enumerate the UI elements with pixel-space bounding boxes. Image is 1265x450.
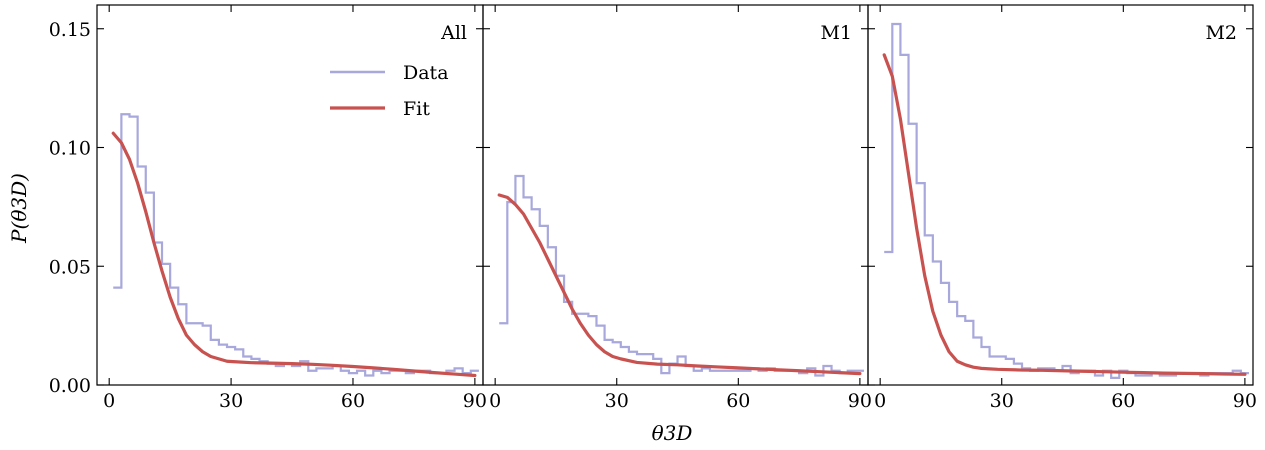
panel-label: All bbox=[440, 22, 467, 44]
panel-label: M1 bbox=[820, 22, 852, 44]
fit-curve bbox=[497, 193, 862, 376]
x-tick-label: 60 bbox=[1111, 390, 1135, 412]
legend-fit-label: Fit bbox=[403, 98, 430, 120]
panel-frame bbox=[867, 4, 1254, 386]
panel-label: M2 bbox=[1205, 22, 1237, 44]
x-tick-label: 0 bbox=[874, 390, 886, 412]
legend: Data Fit bbox=[330, 62, 449, 120]
panel-m2: 0 30 60 90 M2 bbox=[867, 4, 1257, 412]
x-tick-label: 60 bbox=[726, 390, 750, 412]
panel-frame bbox=[482, 4, 869, 386]
x-axis-label: θ3D bbox=[652, 421, 693, 445]
x-tick-label: 30 bbox=[990, 390, 1014, 412]
data-histogram bbox=[113, 113, 479, 377]
panel-m1: 0 30 60 90 M1 bbox=[482, 4, 872, 412]
x-tick-label: 60 bbox=[341, 390, 365, 412]
x-tick-label: 90 bbox=[463, 390, 487, 412]
panels: 0 30 60 90 0.00 0.05 0.10 0.15 All 0 30 60 90 M1 0 30 60… bbox=[49, 4, 1257, 412]
x-tick-label: 30 bbox=[219, 390, 243, 412]
fit-curve bbox=[882, 53, 1247, 376]
y-axis-label: P(θ3D) bbox=[7, 173, 31, 244]
x-tick-label: 0 bbox=[103, 390, 115, 412]
y-tick-label: 0.05 bbox=[49, 256, 91, 278]
x-tick-label: 30 bbox=[605, 390, 629, 412]
x-tick-label: 90 bbox=[1233, 390, 1257, 412]
y-tick-label: 0.15 bbox=[49, 19, 91, 41]
fit-curve bbox=[111, 131, 477, 378]
y-tick-label: 0.10 bbox=[49, 138, 91, 160]
panel-all: 0 30 60 90 0.00 0.05 0.10 0.15 All bbox=[49, 4, 487, 412]
x-tick-label: 0 bbox=[489, 390, 501, 412]
data-histogram bbox=[499, 174, 864, 377]
legend-data-label: Data bbox=[403, 62, 449, 84]
y-tick-label: 0.00 bbox=[49, 375, 91, 397]
x-tick-label: 90 bbox=[848, 390, 872, 412]
